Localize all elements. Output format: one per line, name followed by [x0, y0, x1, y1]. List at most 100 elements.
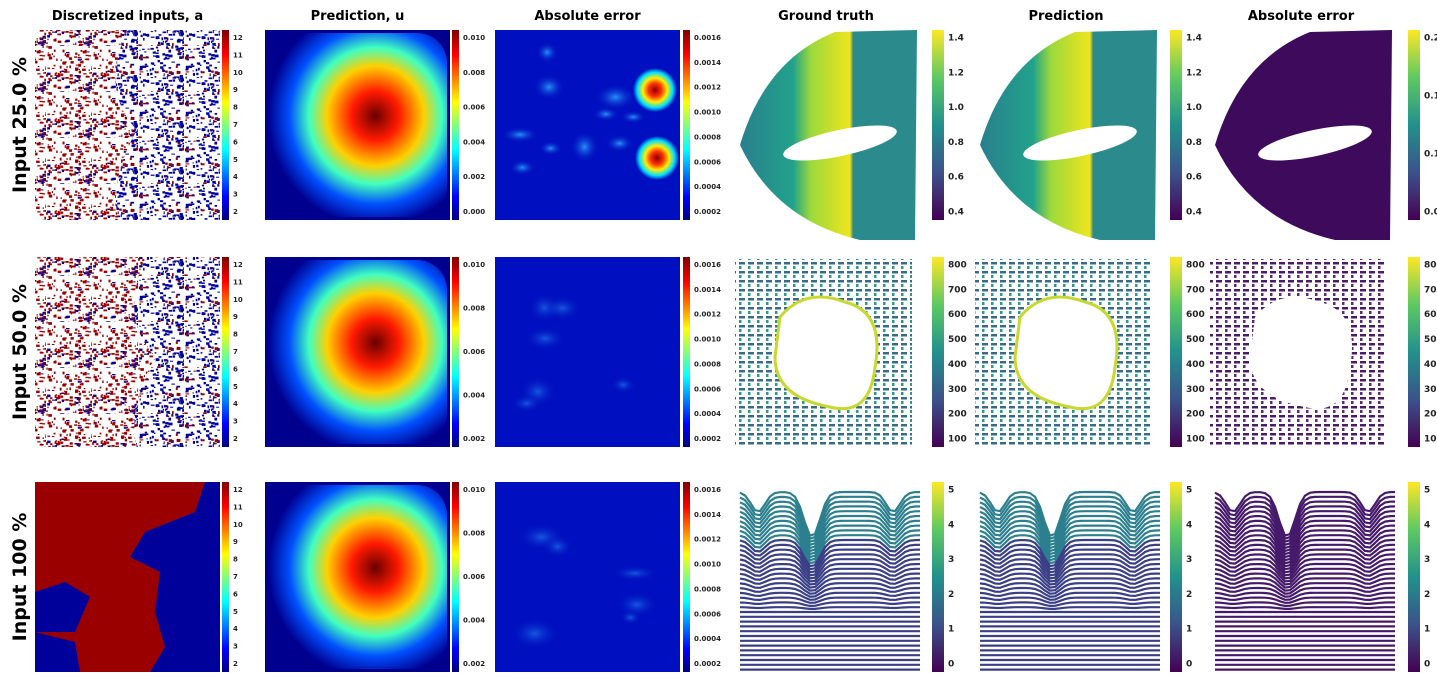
colorbar-tick-label: 100 [948, 435, 967, 445]
colorbar-tick-label: 5 [1424, 486, 1430, 496]
colorbar-tick-label: 800 [948, 261, 967, 271]
error-spot [512, 395, 541, 412]
error-field [495, 30, 680, 220]
colorbar-tick-label: 8 [233, 331, 238, 339]
colorbar [1408, 30, 1420, 220]
error-field [495, 257, 680, 447]
panel: 12111098765432 [35, 482, 243, 672]
colorbar [1170, 30, 1182, 220]
colorbar-tick-label: 300 [948, 385, 967, 395]
row-label: Input 100 % [9, 513, 31, 642]
error-spot [635, 136, 679, 180]
colorbar-tick-label: 7 [233, 121, 238, 129]
colorbar-tick-label: 10 [233, 69, 243, 77]
colorbar-tick-label: 800 [1424, 261, 1437, 271]
colorbar-tick-label: 5 [948, 486, 954, 496]
colorbar-tick-label: 700 [948, 285, 967, 295]
colorbar-tick-label: 5 [233, 383, 238, 391]
colorbar-tick-label: 9 [233, 313, 238, 321]
colorbar-tick-label: 3 [233, 418, 238, 426]
panel: 0.00160.00140.00120.00100.00080.00060.00… [495, 482, 721, 672]
prediction-field [268, 485, 447, 669]
colorbar-tick-label: 0.2 [1424, 34, 1437, 44]
colorbar-tick-label: 0.0002 [694, 435, 721, 443]
colorbar-tick-label: 0.008 [463, 530, 485, 538]
colorbar [452, 482, 459, 672]
colorbar-tick-label: 1.2 [948, 68, 964, 78]
colorbar-tick-label: 0.006 [463, 348, 485, 356]
colorbar-tick-label: 6 [233, 138, 238, 146]
colorbar-tick-label: 1.0 [1186, 103, 1202, 113]
error-spot [501, 127, 539, 143]
surface-line [980, 602, 1160, 606]
colorbar-tick-label: 600 [1424, 310, 1437, 320]
colorbar-tick-label: 500 [1424, 335, 1437, 345]
colorbar-tick-label: 0.0 [1424, 208, 1437, 218]
error-spot [633, 68, 677, 112]
panel: 1.41.21.00.80.60.4 [740, 30, 964, 240]
colorbar [222, 482, 229, 672]
colorbar-tick-label: 4 [233, 400, 238, 408]
colorbar-tick-label: 1 [1186, 625, 1192, 635]
error-spot [533, 74, 565, 100]
colorbar-tick-label: 700 [1186, 285, 1205, 295]
surface-line [980, 607, 1160, 609]
colorbar-tick-label: 0.0008 [694, 360, 721, 368]
colorbar-tick-label: 400 [948, 360, 967, 370]
colorbar-tick-label: 0.004 [463, 617, 485, 625]
colorbar-tick-label: 0.0012 [694, 311, 721, 319]
colorbar-tick-label: 0.6 [948, 173, 964, 183]
colorbar-tick-label: 0 [948, 660, 954, 670]
prediction-field [268, 260, 447, 444]
colorbar-tick-label: 0.0016 [694, 261, 721, 269]
panel: 0.00160.00140.00120.00100.00080.00060.00… [495, 257, 721, 447]
colorbar-tick-label: 4 [1424, 520, 1430, 530]
colorbar-tick-label: 3 [233, 643, 238, 651]
colorbar-tick-label: 0.6 [1186, 173, 1202, 183]
panel: 543210 [1215, 482, 1430, 672]
error-spot [543, 535, 573, 557]
colorbar-tick-label: 0.006 [463, 104, 485, 112]
colorbar-tick-label: 7 [233, 348, 238, 356]
colorbar-tick-label: 4 [233, 625, 238, 633]
colorbar-tick-label: 4 [1186, 520, 1192, 530]
colorbar-tick-label: 0.010 [463, 486, 485, 494]
colorbar-tick-label: 0.0006 [694, 158, 721, 166]
colorbar-tick-label: 0.4 [1186, 208, 1202, 218]
colorbar-tick-label: 12 [233, 34, 243, 42]
column-titles: Discretized inputs, aPrediction, uAbsolu… [52, 9, 1355, 24]
colorbar-tick-label: 5 [233, 608, 238, 616]
panel: 1.41.21.00.80.60.4 [980, 30, 1202, 240]
colorbar-tick-label: 0.0010 [694, 109, 721, 117]
colorbar-tick-label: 4 [948, 520, 954, 530]
colorbar-tick-label: 2 [1424, 590, 1430, 600]
error-spot [606, 135, 634, 152]
colorbar-tick-label: 3 [1186, 555, 1192, 565]
colorbar-tick-label: 2 [233, 208, 238, 216]
colorbar-tick-label: 8 [233, 104, 238, 112]
colorbar-tick-label: 0.1 [1424, 150, 1437, 160]
colorbar-tick-label: 0.008 [463, 69, 485, 77]
colorbar-tick-label: 2 [948, 590, 954, 600]
colorbar-tick-label: 700 [1424, 285, 1437, 295]
colorbar-tick-label: 0.0008 [694, 133, 721, 141]
colorbar-tick-label: 5 [1186, 486, 1192, 496]
colorbar-tick-label: 6 [233, 365, 238, 373]
colorbar-tick-label: 0.000 [463, 208, 485, 216]
colorbar [683, 30, 690, 220]
colorbar-tick-label: 200 [1424, 410, 1437, 420]
surface-line [1215, 607, 1395, 609]
colorbar-tick-label: 0.0002 [694, 208, 721, 216]
colorbar [1170, 482, 1182, 672]
colorbar-tick-label: 3 [948, 555, 954, 565]
colorbar-tick-label: 0.0014 [694, 511, 721, 519]
colorbar-tick-label: 0.006 [463, 573, 485, 581]
colorbar-tick-label: 600 [948, 310, 967, 320]
error-spot [611, 377, 636, 393]
colorbar-tick-label: 800 [1186, 261, 1205, 271]
colorbar-tick-label: 6 [233, 590, 238, 598]
panel: 12111098765432 [35, 257, 243, 447]
error-spot [621, 111, 646, 124]
colorbar-tick-label: 0.0014 [694, 286, 721, 294]
